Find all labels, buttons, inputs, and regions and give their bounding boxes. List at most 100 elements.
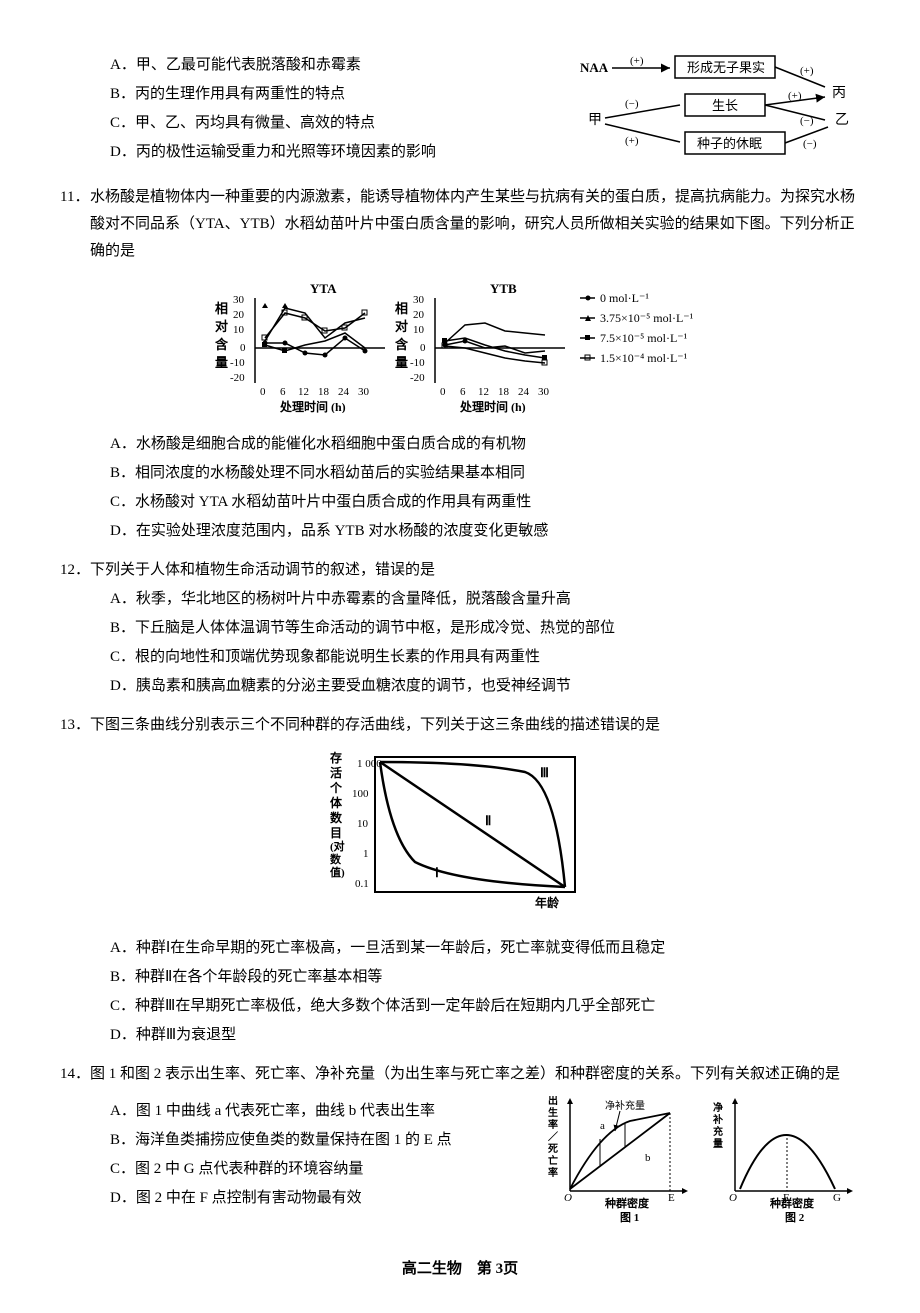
q13-opt-b: B．种群Ⅱ在各个年龄段的死亡率基本相等	[110, 964, 860, 991]
svg-text:Ⅱ: Ⅱ	[485, 813, 491, 828]
svg-text:／: ／	[548, 1130, 558, 1143]
svg-text:10: 10	[233, 324, 245, 336]
svg-text:0.1: 0.1	[355, 878, 369, 890]
svg-text:对: 对	[395, 319, 408, 334]
svg-text:亡: 亡	[548, 1154, 558, 1167]
q12: 12． 下列关于人体和植物生命活动调节的叙述，错误的是 A．秋季，华北地区的杨树…	[60, 557, 860, 700]
svg-text:30: 30	[538, 386, 550, 398]
svg-text:0: 0	[440, 386, 446, 398]
svg-text:30: 30	[358, 386, 370, 398]
svg-text:12: 12	[478, 386, 489, 398]
svg-text:值): 值)	[330, 865, 345, 879]
q12-opt-d: D．胰岛素和胰高血糖素的分泌主要受血糖浓度的调节，也受神经调节	[110, 673, 860, 700]
svg-text:30: 30	[233, 294, 245, 306]
q12-opt-c: C．根的向地性和顶端优势现象都能说明生长素的作用具有两重性	[110, 644, 860, 671]
svg-text:20: 20	[233, 309, 245, 321]
q11-num: 11．	[60, 184, 90, 265]
q14-opt-c: C．图 2 中 G 点代表种群的环境容纳量	[110, 1156, 545, 1183]
svg-text:量: 量	[215, 355, 228, 370]
svg-text:3.75×10⁻⁵ mol·L⁻¹: 3.75×10⁻⁵ mol·L⁻¹	[600, 311, 694, 325]
svg-text:(+): (+)	[625, 135, 639, 147]
q12-opt-b: B．下丘脑是人体体温调节等生命活动的调节中枢，是形成冷觉、热觉的部位	[110, 615, 860, 642]
q11: 11． 水杨酸是植物体内一种重要的内源激素，能诱导植物体内产生某些与抗病有关的蛋…	[60, 184, 860, 545]
box2: 生长	[712, 98, 738, 113]
q11-opt-d: D．在实验处理浓度范围内，品系 YTB 对水杨酸的浓度变化更敏感	[110, 518, 860, 545]
svg-text:数: 数	[330, 810, 343, 825]
q11-opt-a: A．水杨酸是细胞合成的能催化水稻细胞中蛋白质合成的有机物	[110, 431, 860, 458]
svg-text:含: 含	[394, 337, 409, 352]
svg-text:10: 10	[413, 324, 425, 336]
svg-text:7.5×10⁻⁵ mol·L⁻¹: 7.5×10⁻⁵ mol·L⁻¹	[600, 331, 688, 345]
svg-text:O: O	[729, 1192, 737, 1204]
q14-opt-d: D．图 2 中在 F 点控制有害动物最有效	[110, 1185, 545, 1212]
svg-text:G: G	[833, 1192, 841, 1204]
svg-text:量: 量	[713, 1137, 723, 1150]
q12-text: 下列关于人体和植物生命活动调节的叙述，错误的是	[90, 557, 860, 584]
q13-opt-c: C．种群Ⅲ在早期死亡率极低，绝大多数个体活到一定年龄后在短期内几乎全部死亡	[110, 993, 860, 1020]
svg-text:24: 24	[338, 386, 350, 398]
svg-text:死: 死	[548, 1143, 558, 1155]
svg-text:E: E	[668, 1192, 675, 1204]
q11-opt-c: C．水杨酸对 YTA 水稻幼苗叶片中蛋白质合成的作用具有两重性	[110, 489, 860, 516]
svg-text:率: 率	[548, 1166, 558, 1179]
svg-text:O: O	[564, 1192, 572, 1204]
q13-opt-d: D．种群Ⅲ为衰退型	[110, 1022, 860, 1049]
q14-num: 14．	[60, 1061, 90, 1088]
svg-text:体: 体	[330, 795, 343, 810]
q10-block: NAA (+) 形成无子果实 (+) 丙 生长 (+) 乙 (−) 甲 (−) …	[60, 52, 860, 172]
svg-text:(−): (−)	[803, 138, 817, 150]
svg-text:图 2: 图 2	[785, 1211, 805, 1224]
q13: 13． 下图三条曲线分别表示三个不同种群的存活曲线，下列关于这三条曲线的描述错误…	[60, 712, 860, 1049]
svg-text:100: 100	[352, 788, 369, 800]
svg-text:种群密度: 种群密度	[769, 1196, 815, 1210]
svg-text:0 mol·L⁻¹: 0 mol·L⁻¹	[600, 291, 649, 305]
svg-text:个: 个	[329, 780, 343, 795]
svg-text:20: 20	[413, 309, 425, 321]
svg-text:(+): (+)	[800, 65, 814, 77]
svg-text:含: 含	[214, 337, 229, 352]
q13-opt-a: A．种群Ⅰ在生命早期的死亡率极高，一旦活到某一年龄后，死亡率就变得低而且稳定	[110, 935, 860, 962]
q11-charts: YTA 相 对 含 量 30 20 10 0 -10 -20 0 6 12 18…	[60, 273, 860, 423]
svg-text:(对: (对	[330, 839, 345, 853]
svg-text:相: 相	[215, 301, 228, 316]
svg-text:净补充量: 净补充量	[605, 1099, 645, 1112]
svg-text:种群密度: 种群密度	[604, 1196, 650, 1210]
svg-text:数: 数	[330, 852, 342, 866]
svg-text:处理时间 (h): 处理时间 (h)	[279, 399, 346, 413]
svg-text:充: 充	[713, 1125, 723, 1138]
svg-text:b: b	[645, 1152, 651, 1164]
q10-diagram: NAA (+) 形成无子果实 (+) 丙 生长 (+) 乙 (−) 甲 (−) …	[570, 52, 860, 172]
svg-text:0: 0	[240, 342, 246, 354]
svg-text:YTB: YTB	[490, 281, 517, 296]
q14-opt-a: A．图 1 中曲线 a 代表死亡率，曲线 b 代表出生率	[110, 1098, 545, 1125]
svg-text:(−): (−)	[800, 115, 814, 127]
svg-text:(−): (−)	[625, 98, 639, 110]
svg-text:0: 0	[260, 386, 266, 398]
q14: 14． 图 1 和图 2 表示出生率、死亡率、净补充量（为出生率与死亡率之差）和…	[60, 1061, 860, 1226]
svg-text:0: 0	[420, 342, 426, 354]
bing-label: 丙	[832, 86, 846, 101]
q14-charts: a b 净补充量 O E 种群密度 图 1 出 生 率	[545, 1096, 860, 1226]
svg-text:年龄: 年龄	[535, 895, 560, 910]
yi-label: 乙	[835, 112, 849, 128]
svg-text:12: 12	[298, 386, 309, 398]
svg-text:Ⅲ: Ⅲ	[540, 765, 549, 780]
svg-text:6: 6	[460, 386, 466, 398]
svg-text:-20: -20	[230, 372, 245, 384]
q14-opt-b: B．海洋鱼类捕捞应使鱼类的数量保持在图 1 的 E 点	[110, 1127, 545, 1154]
q13-text: 下图三条曲线分别表示三个不同种群的存活曲线，下列关于这三条曲线的描述错误的是	[90, 712, 860, 739]
q12-num: 12．	[60, 557, 90, 584]
svg-text:-10: -10	[410, 357, 425, 369]
svg-text:1 000: 1 000	[357, 758, 382, 770]
q11-opt-b: B．相同浓度的水杨酸处理不同水稻幼苗后的实验结果基本相同	[110, 460, 860, 487]
svg-text:-20: -20	[410, 372, 425, 384]
svg-text:10: 10	[357, 818, 369, 830]
svg-text:18: 18	[498, 386, 510, 398]
q13-chart: 1 000 100 10 1 0.1 Ⅲ Ⅱ Ⅰ 年龄 存 活 个 体	[60, 747, 860, 927]
svg-text:量: 量	[395, 355, 408, 370]
svg-text:对: 对	[215, 319, 228, 334]
svg-text:6: 6	[280, 386, 286, 398]
svg-text:Ⅰ: Ⅰ	[435, 865, 439, 880]
svg-text:生: 生	[548, 1106, 558, 1119]
svg-text:a: a	[600, 1120, 605, 1132]
